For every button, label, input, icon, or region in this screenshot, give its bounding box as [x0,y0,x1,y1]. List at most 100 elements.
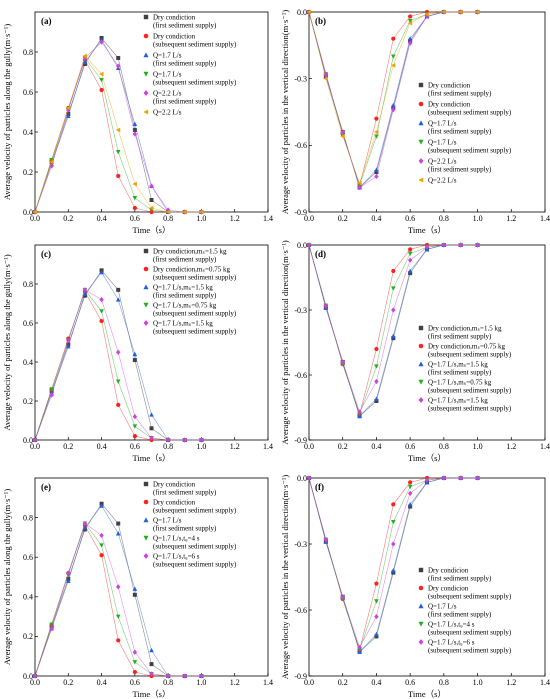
data-point [149,183,154,189]
legend-marker [143,33,149,39]
data-point [374,173,379,180]
data-point [132,131,138,137]
legend-entry-sub: (subsequent sediment supply) [153,543,237,551]
data-point [49,387,54,392]
x-tick-label: 1.4 [263,678,273,687]
data-point [99,39,104,45]
data-point [391,107,396,113]
x-tick-label: 0.6 [130,678,140,687]
legend-marker [143,266,149,272]
data-point [458,242,463,248]
legend-entry-name: Q=1.7 L/s [153,52,182,60]
y-tick-label: 0.6 [23,319,33,328]
legend-entry-sub: (subsequent sediment supply) [428,387,512,395]
y-tick-label: 0.0 [297,8,307,17]
legend-entry-name: Q=1.7 L/s,t₉=6 s [428,639,475,647]
legend-entry-sub: (subsequent sediment supply) [153,41,237,49]
legend-entry-name: Q=1.7 L/s [428,139,457,147]
legend-entry-name: Q=2.2 L/s [428,158,457,166]
data-point [132,128,137,132]
x-tick-label: 1.0 [196,442,206,451]
x-tick-label: 1.4 [540,678,550,687]
legend-entry-name: Dry condiction,mₛ=1.5 kg [153,248,227,256]
legend-entry-sub: (first sediment supply) [153,22,217,30]
legend-entry-sub: (subsequent sediment supply) [428,629,512,637]
data-point [116,287,121,292]
data-point [116,349,121,355]
data-point [391,502,396,507]
data-point [424,11,429,17]
data-point [374,634,379,639]
legend-entry-sub: (first sediment supply) [428,333,492,341]
data-point [424,244,430,250]
data-point [132,649,138,655]
data-point [82,291,88,296]
panels-group: 0.0 0.2 0.4 0.6 0.8 1.0 1.2 1.4 0.0 0.2 0.4 0.6 0.8 T… [2,8,550,699]
panel-label: (e) [41,482,51,492]
data-point [116,63,121,69]
panel-label: (a) [41,16,52,26]
x-tick-label: 1.2 [506,678,516,687]
series-6 [32,53,204,215]
data-point [99,269,104,275]
data-point [374,631,379,637]
legend-marker [143,248,149,254]
x-tick-label: 0.0 [304,678,314,687]
legend: Dry condicion(first sediment supply)Dry … [418,567,512,655]
data-point [99,71,104,77]
data-point [99,318,104,324]
x-tick-label: 1.2 [230,678,240,687]
data-point [441,242,447,248]
legend-marker [418,120,424,126]
data-point [475,475,480,481]
x-tick-label: 1.0 [196,214,206,223]
data-point [99,553,104,558]
x-axis-title: Time（s） [408,225,446,235]
x-tick-label: 1.4 [263,442,273,451]
data-point [458,475,463,481]
data-point [132,351,138,357]
y-tick-label: -0.3 [294,540,307,549]
data-point [149,412,154,417]
y-tick-label: 0.4 [23,358,33,367]
data-point [66,107,71,113]
data-point [82,520,88,527]
data-point [115,614,121,619]
x-tick-label: 0.2 [63,214,73,223]
legend-marker [418,101,424,107]
legend-entry-sub: (subsequent sediment supply) [153,561,237,569]
data-point [441,475,447,481]
data-point [65,105,71,111]
data-point [306,242,312,248]
legend-entry-name: Q=1.7 L/s [428,120,457,128]
data-point [408,271,413,276]
data-point [306,9,311,15]
data-point [391,307,396,313]
panel-label: (c) [41,249,51,259]
data-point [149,426,154,431]
x-tick-label: 0.6 [405,442,415,451]
x-tick-label: 0.4 [371,442,381,451]
x-tick-label: 0.0 [30,678,40,687]
data-point [182,673,187,679]
data-point [99,503,104,508]
x-tick-label: 1.2 [506,442,516,451]
panel-label: (b) [315,16,326,26]
data-point [374,378,379,385]
legend-entry-name: Dry condiction,mₛ=0.75 kg [428,343,505,351]
x-tick-label: 0.4 [371,678,381,687]
chart-panel-6: 0.0 0.2 0.4 0.6 0.8 1.0 1.2 1.4 0.0 -0.3 -0.6 -0.9 T… [280,474,550,699]
data-point [391,336,396,341]
data-point [475,242,480,248]
data-point [407,268,413,273]
x-tick-label: 1.2 [230,442,240,451]
data-point [165,207,171,213]
x-tick-label: 1.4 [263,214,273,223]
x-axis-title: Time（s） [408,453,446,463]
y-tick-label: 0.6 [23,553,33,562]
data-point [374,396,379,401]
legend-marker [143,52,149,58]
data-point [374,170,379,174]
data-point [374,129,379,135]
